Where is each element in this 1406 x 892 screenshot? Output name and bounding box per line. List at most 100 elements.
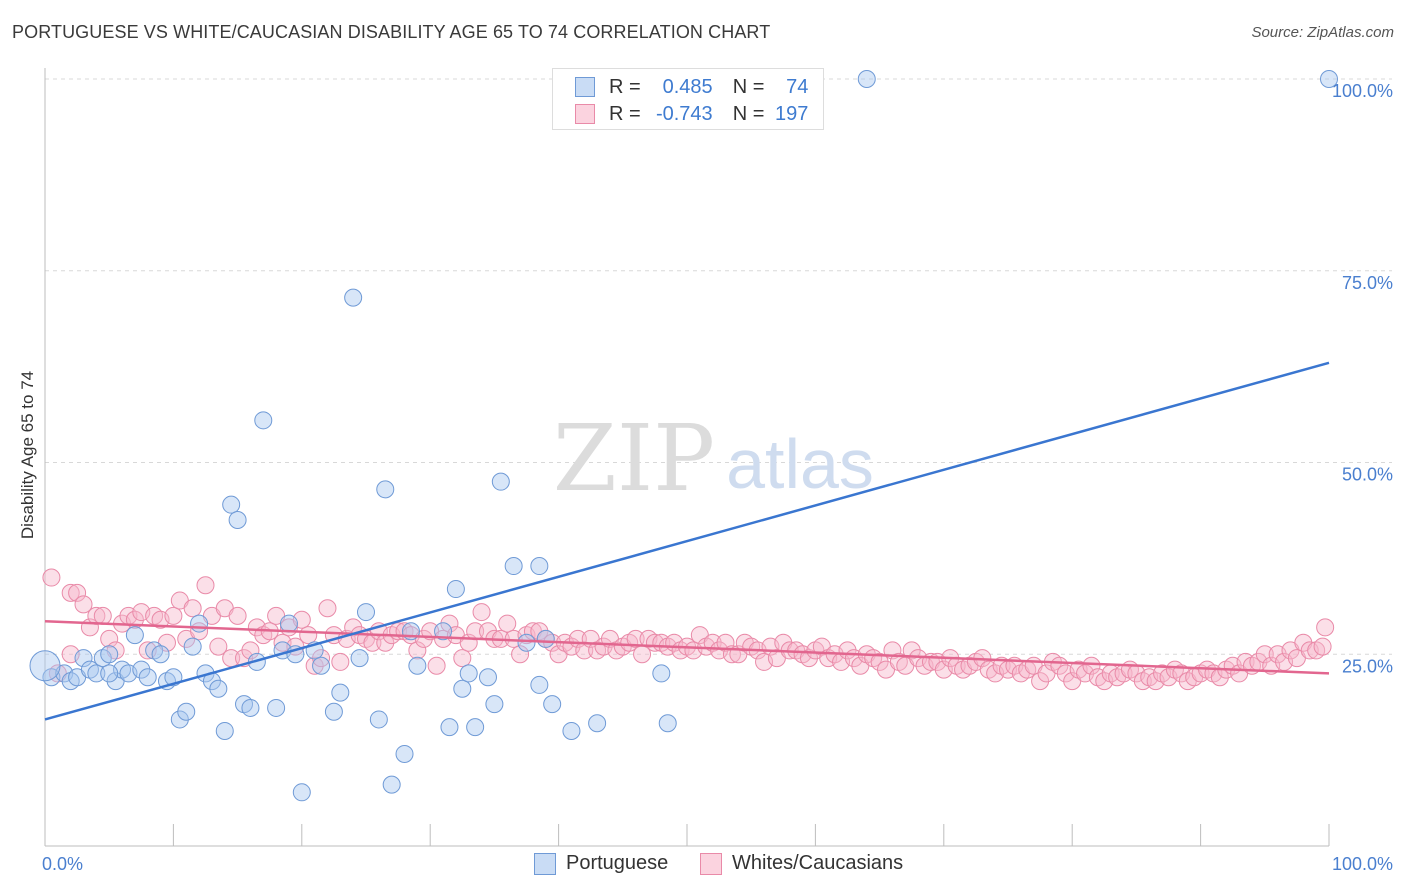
grid-lines [45, 78, 1392, 655]
point-whites [68, 583, 87, 602]
point-whites [408, 641, 427, 660]
x-tick-label: 100.0% [1332, 854, 1393, 874]
legend-row-portuguese: R = 0.485 N = 74 [575, 74, 808, 100]
point-portuguese [857, 70, 876, 88]
point-whites [1316, 618, 1335, 637]
legend-n-label: N = [732, 102, 765, 125]
point-whites [799, 649, 818, 668]
point-whites [74, 595, 93, 614]
point-whites [453, 649, 472, 668]
point-portuguese [331, 683, 350, 702]
legend-r-value: 0.485 [662, 75, 713, 98]
point-portuguese [254, 411, 273, 430]
legend-r-label: R = [609, 102, 641, 125]
watermark-zip: ZIP [553, 405, 715, 512]
point-whites [312, 649, 331, 668]
trend-lines [44, 361, 1330, 721]
point-portuguese [491, 472, 510, 491]
point-whites [1082, 656, 1101, 675]
point-portuguese [312, 656, 331, 675]
point-whites [305, 656, 324, 675]
x-tick-label: 0.0% [42, 854, 83, 874]
point-portuguese [1320, 70, 1338, 88]
point-portuguese [350, 649, 369, 668]
point-portuguese [485, 695, 504, 714]
point-whites [440, 614, 459, 633]
point-portuguese [382, 775, 401, 794]
point-whites [183, 599, 202, 618]
point-whites [42, 568, 61, 587]
point-whites [472, 603, 491, 622]
legend-swatch-whites [575, 104, 595, 124]
tick-labels: 25.0% 50.0% 75.0% 100.0% 0.0% 100.0% [42, 81, 1393, 874]
point-portuguese [530, 675, 549, 694]
point-portuguese [241, 698, 260, 717]
point-whites [209, 637, 228, 656]
point-portuguese [562, 721, 581, 740]
point-whites [196, 576, 215, 595]
chart-title: PORTUGUESE VS WHITE/CAUCASIAN DISABILITY… [12, 22, 771, 42]
y-tick-label: 75.0% [1342, 273, 1393, 293]
point-portuguese [170, 710, 189, 729]
point-portuguese [74, 649, 93, 668]
point-portuguese [324, 702, 343, 721]
correlation-legend: R = 0.485 N = 74 R = -0.743 N = 197 [552, 68, 824, 130]
point-portuguese [440, 718, 459, 737]
point-portuguese [344, 288, 363, 307]
point-portuguese [29, 650, 61, 682]
point-portuguese [459, 664, 478, 683]
point-portuguese [543, 695, 562, 714]
legend-r-value: -0.743 [655, 102, 713, 125]
point-portuguese [517, 633, 536, 652]
point-whites [318, 599, 337, 618]
point-portuguese [588, 714, 607, 733]
point-portuguese [132, 660, 151, 679]
bottom-legend-label-whites: Whites/Caucasians [732, 852, 904, 874]
point-portuguese [100, 664, 119, 683]
point-portuguese [125, 626, 144, 645]
point-portuguese [369, 710, 388, 729]
point-portuguese [215, 721, 234, 740]
point-portuguese [453, 679, 472, 698]
point-whites [299, 626, 318, 645]
y-tick-label: 100.0% [1332, 81, 1393, 101]
point-portuguese [408, 656, 427, 675]
legend-r-label: R = [609, 75, 641, 98]
point-whites [331, 652, 350, 671]
point-portuguese [376, 480, 395, 499]
source-credit: Source: ZipAtlas.com [1251, 24, 1394, 41]
point-portuguese [466, 718, 485, 737]
watermark-atlas: atlas [726, 425, 874, 503]
point-whites [870, 652, 889, 671]
bottom-legend-swatch-portuguese [534, 852, 556, 875]
legend-n-value: 74 [786, 75, 809, 98]
watermark: ZIP atlas [553, 405, 874, 512]
point-portuguese [357, 603, 375, 622]
axes [44, 68, 1330, 847]
point-whites [716, 633, 735, 652]
point-portuguese [530, 557, 549, 576]
point-portuguese [190, 614, 209, 633]
point-portuguese [267, 698, 286, 717]
bottom-legend-whites: Whites/Caucasians [700, 852, 903, 875]
point-whites [241, 641, 260, 660]
point-whites [902, 641, 921, 660]
point-portuguese [151, 645, 170, 664]
point-portuguese [87, 664, 106, 683]
point-portuguese [183, 637, 202, 656]
point-portuguese [222, 495, 241, 514]
point-whites [1031, 672, 1050, 691]
point-portuguese [100, 645, 119, 664]
point-portuguese [292, 783, 311, 802]
y-tick-label: 25.0% [1342, 656, 1393, 676]
point-portuguese [177, 702, 196, 721]
bottom-legend-portuguese: Portuguese [534, 852, 668, 875]
point-whites [511, 645, 530, 664]
point-portuguese [138, 668, 157, 687]
point-whites [1255, 645, 1274, 664]
legend-n-value: 197 [775, 102, 809, 125]
point-whites [575, 641, 594, 660]
point-portuguese [446, 580, 465, 599]
point-whites [61, 583, 80, 602]
